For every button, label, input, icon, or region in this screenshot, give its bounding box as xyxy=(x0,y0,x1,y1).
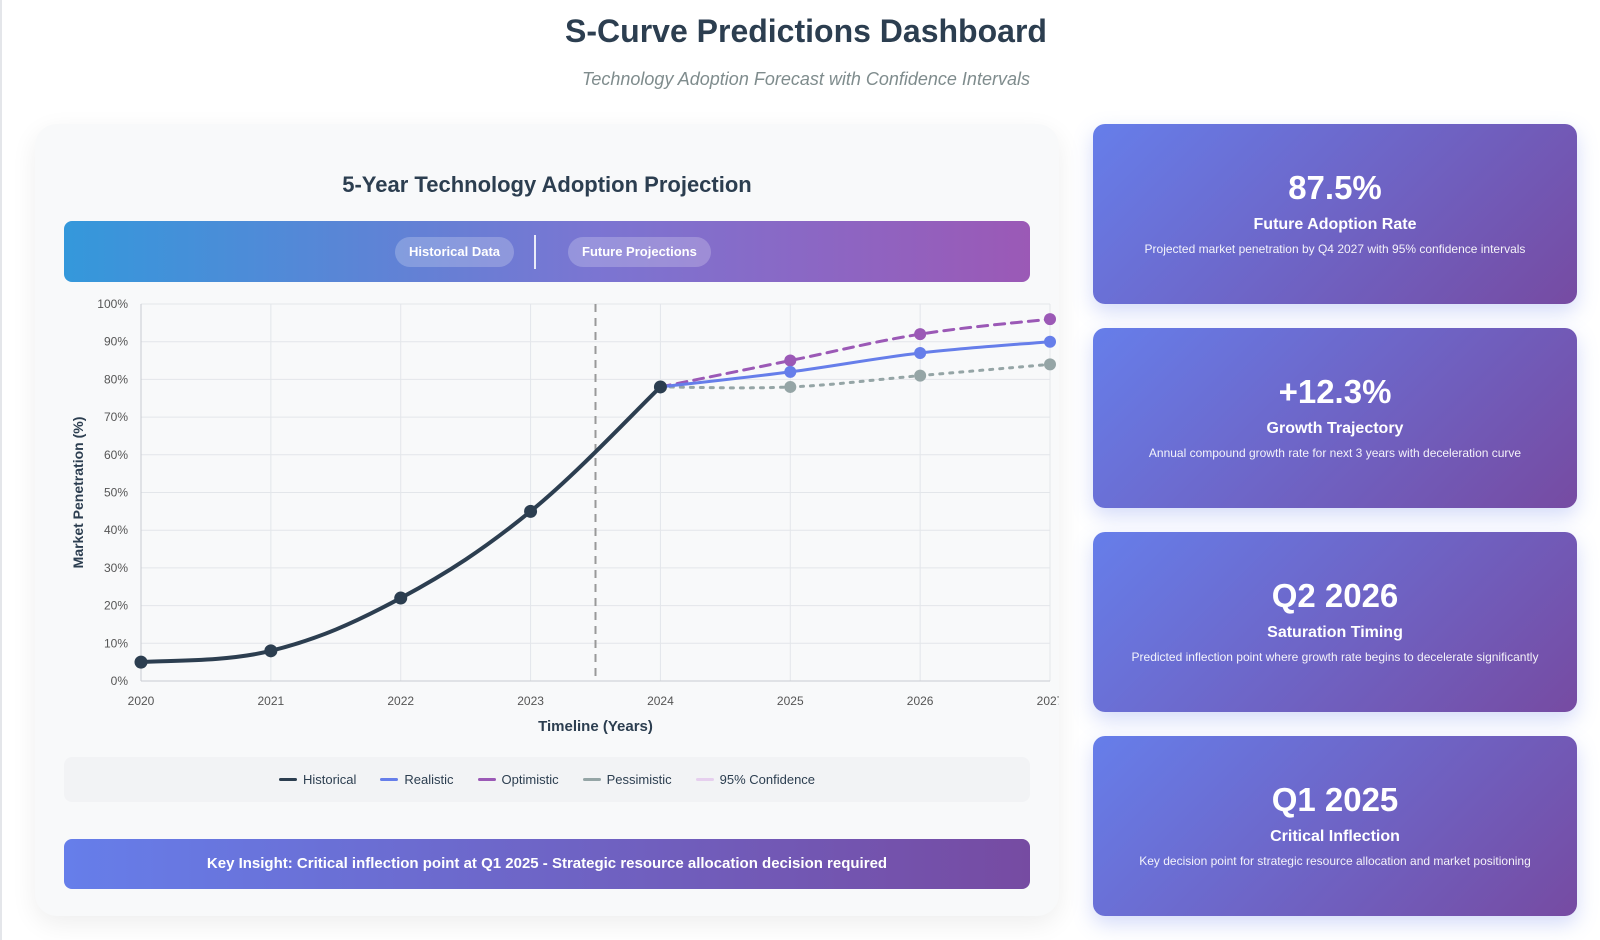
metric-label: Growth Trajectory xyxy=(1266,420,1404,437)
key-insight-banner: Key Insight: Critical inflection point a… xyxy=(64,839,1030,889)
future-projections-label: Future Projections xyxy=(568,237,711,267)
x-tick-label: 2026 xyxy=(907,694,934,708)
series-line-pessimistic xyxy=(658,362,1052,390)
legend-item-pessimistic[interactable]: Pessimistic xyxy=(582,772,672,787)
data-point-pessimistic xyxy=(914,369,927,382)
metric-card-growth-trajectory: +12.3% Growth Trajectory Annual compound… xyxy=(1093,328,1577,508)
legend-swatch-optimistic xyxy=(477,778,496,781)
chart-legend: Historical Realistic Optimistic Pessimis… xyxy=(64,757,1030,802)
legend-item-confidence[interactable]: 95% Confidence xyxy=(695,772,816,787)
data-point-historical xyxy=(653,380,667,394)
metric-value: +12.3% xyxy=(1278,373,1392,410)
metric-value: 87.5% xyxy=(1288,169,1382,206)
page-title: S-Curve Predictions Dashboard xyxy=(565,13,1047,49)
legend-swatch-confidence xyxy=(695,778,714,781)
data-point-realistic xyxy=(1044,335,1056,348)
data-point-historical xyxy=(264,644,278,658)
legend-swatch-pessimistic xyxy=(582,778,601,781)
data-point-optimistic xyxy=(784,354,797,367)
y-tick-label: 100% xyxy=(97,297,128,311)
data-point-realistic xyxy=(784,365,797,378)
metric-desc: Annual compound growth rate for next 3 y… xyxy=(1148,446,1522,460)
data-point-pessimistic xyxy=(784,380,797,393)
legend-item-optimistic[interactable]: Optimistic xyxy=(477,772,559,787)
x-tick-label: 2025 xyxy=(777,694,804,708)
x-tick-label: 2020 xyxy=(128,694,155,708)
legend-item-realistic[interactable]: Realistic xyxy=(380,772,454,787)
legend-label-optimistic: Optimistic xyxy=(501,772,559,787)
metric-desc: Projected market penetration by Q4 2027 … xyxy=(1144,242,1526,256)
legend-label-realistic: Realistic xyxy=(404,772,454,787)
chart-card: 5-Year Technology Adoption Projection Hi… xyxy=(35,124,1059,916)
series-line-realistic xyxy=(658,340,1052,389)
legend-label-confidence: 95% Confidence xyxy=(719,772,816,787)
y-tick-label: 40% xyxy=(104,523,128,537)
data-point-historical xyxy=(394,591,408,605)
data-point-realistic xyxy=(914,347,927,360)
metric-desc: Predicted inflection point where growth … xyxy=(1131,650,1539,664)
y-tick-label: 10% xyxy=(104,636,128,650)
y-tick-label: 30% xyxy=(104,561,128,575)
metric-value: Q2 2026 xyxy=(1271,577,1399,614)
y-tick-label: 90% xyxy=(104,335,128,349)
y-tick-label: 50% xyxy=(104,486,128,500)
y-tick-label: 70% xyxy=(104,410,128,424)
historical-data-label: Historical Data xyxy=(395,237,515,267)
y-axis-title: Market Penetration (%) xyxy=(70,417,86,569)
y-tick-label: 20% xyxy=(104,599,128,613)
data-point-optimistic xyxy=(914,328,927,341)
metric-card-saturation-timing: Q2 2026 Saturation Timing Predicted infl… xyxy=(1093,532,1577,712)
metric-value: Q1 2025 xyxy=(1271,781,1399,818)
legend-item-historical[interactable]: Historical xyxy=(278,772,357,787)
data-point-historical xyxy=(134,655,148,669)
legend-label-historical: Historical xyxy=(302,772,357,787)
phase-divider xyxy=(534,235,536,269)
phase-bar: Historical Data Future Projections xyxy=(64,221,1030,282)
data-point-optimistic xyxy=(1044,313,1056,326)
metric-desc: Key decision point for strategic resourc… xyxy=(1139,854,1531,868)
metric-label: Future Adoption Rate xyxy=(1253,216,1417,233)
metric-label: Saturation Timing xyxy=(1267,624,1403,641)
x-tick-label: 2021 xyxy=(258,694,285,708)
x-tick-label: 2024 xyxy=(647,694,674,708)
data-point-pessimistic xyxy=(1044,358,1056,371)
metric-card-critical-inflection: Q1 2025 Critical Inflection Key decision… xyxy=(1093,736,1577,916)
y-tick-label: 60% xyxy=(104,448,128,462)
legend-label-pessimistic: Pessimistic xyxy=(606,772,672,787)
metric-card-adoption-rate: 87.5% Future Adoption Rate Projected mar… xyxy=(1093,124,1577,304)
legend-swatch-realistic xyxy=(380,778,399,781)
metric-label: Critical Inflection xyxy=(1270,828,1400,845)
x-tick-label: 2023 xyxy=(517,694,544,708)
chart-title: 5-Year Technology Adoption Projection xyxy=(342,172,752,197)
x-tick-label: 2027 xyxy=(1037,694,1059,708)
x-tick-label: 2022 xyxy=(387,694,414,708)
legend-swatch-historical xyxy=(278,778,297,781)
data-point-historical xyxy=(524,504,538,518)
x-axis-title: Timeline (Years) xyxy=(538,718,653,735)
page-subtitle: Technology Adoption Forecast with Confid… xyxy=(582,69,1030,89)
adoption-line-chart: 0% 10% 20% 30% 40% 50% 60% 70% 80% 90% 100% 2020 202… xyxy=(70,297,1059,735)
y-tick-label: 0% xyxy=(111,674,129,688)
series-line-optimistic xyxy=(658,317,1052,389)
y-tick-label: 80% xyxy=(104,372,128,386)
left-edge-divider xyxy=(0,0,2,940)
